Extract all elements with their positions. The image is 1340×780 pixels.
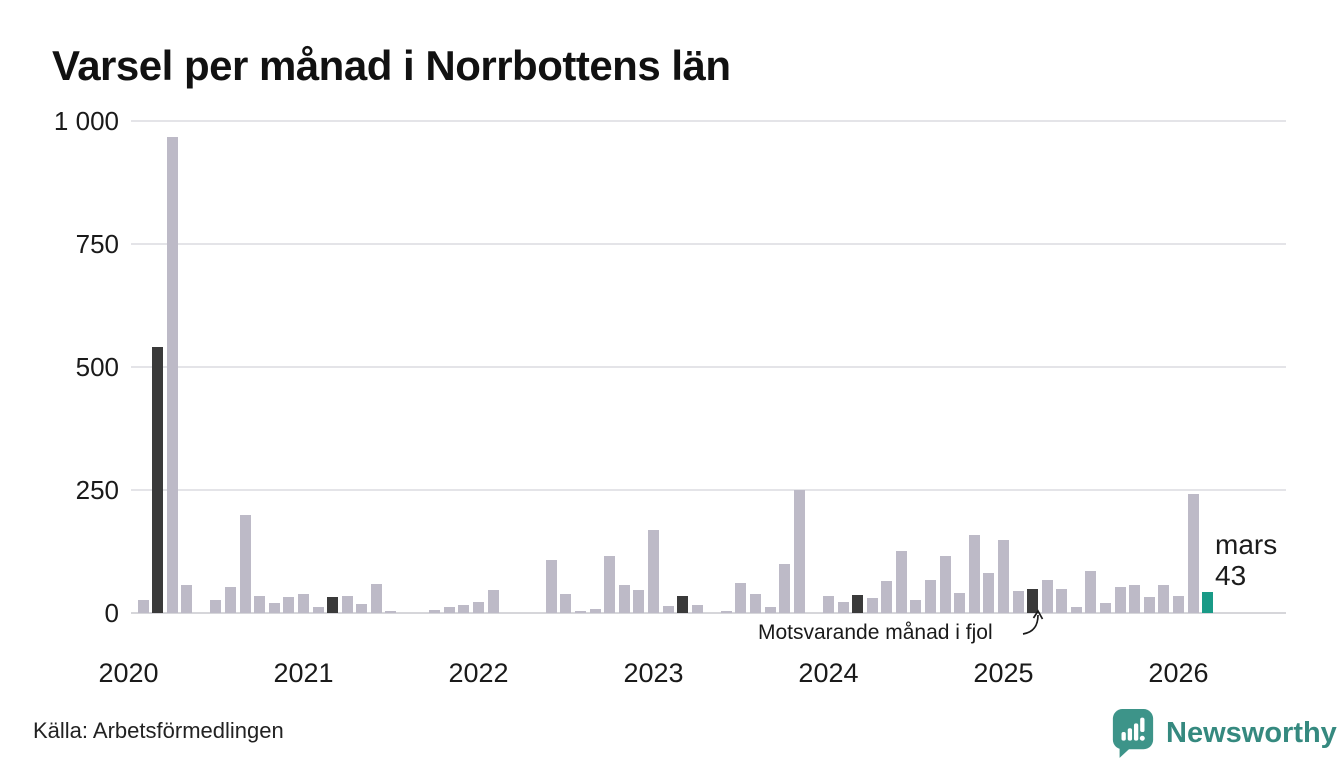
bar-same-month-2025-mars [1027, 589, 1039, 613]
bar-2024-maj [881, 581, 893, 613]
bar-2023-april [691, 605, 703, 613]
gridline [131, 489, 1286, 491]
newsworthy-bubble-chart-icon [1112, 709, 1154, 758]
bar-2020-maj [181, 585, 193, 613]
bar-2020-nov [268, 603, 280, 613]
bar-2025-okt [1129, 585, 1141, 613]
bar-2020-aug [225, 587, 237, 613]
bar-2026-jan [1172, 596, 1184, 613]
bar-2022-feb [487, 590, 499, 613]
bar-2022-okt [604, 556, 616, 613]
bar-2023-aug [750, 594, 762, 613]
bar-2021-nov [443, 607, 455, 613]
bar-same-month-2021-mars [327, 597, 339, 613]
bar-2020-feb [137, 600, 149, 613]
bar-same-month-2023-mars [677, 596, 689, 613]
bar-2022-jan [472, 602, 484, 613]
bar-2021-feb [312, 607, 324, 613]
bar-2023-juli [735, 583, 747, 613]
gridline [131, 243, 1286, 245]
bar-2022-sep [589, 609, 601, 613]
bar-2021-okt [429, 610, 441, 613]
bar-latest-2026-mars [1202, 592, 1214, 613]
bar-2023-nov [793, 490, 805, 613]
bar-2022-aug [575, 611, 587, 613]
bar-2025-nov [1143, 597, 1155, 613]
x-axis-year-label-2024: 2024 [798, 658, 859, 688]
bar-2020-april [166, 137, 178, 613]
y-axis-tick-label: 750 [75, 229, 119, 259]
bar-2024-dec [983, 573, 995, 613]
bar-2020-juli [210, 600, 222, 613]
bar-2022-juni [545, 560, 557, 613]
bar-2025-jan [997, 540, 1009, 613]
bar-2022-juli [560, 594, 572, 613]
x-axis-line [131, 612, 1286, 614]
bar-2020-sep [239, 515, 251, 613]
annotation-arrow-icon [1022, 609, 1044, 635]
y-axis-tick-label: 0 [104, 598, 119, 628]
bar-2025-sep [1114, 587, 1126, 613]
bar-2022-dec [633, 590, 645, 613]
y-axis-tick-label: 250 [75, 475, 119, 505]
bar-2021-juli [385, 611, 397, 613]
bar-2021-april [341, 596, 353, 613]
annotation-same-month-last-year: Motsvarande månad i fjol [758, 621, 993, 644]
bar-2021-maj [356, 604, 368, 613]
bar-2023-okt [779, 564, 791, 613]
newsworthy-logo-link[interactable]: Newsworthy [1110, 708, 1337, 758]
bar-2024-jan [822, 596, 834, 613]
bar-2024-nov [968, 535, 980, 613]
newsworthy-wordmark: Newsworthy [1166, 716, 1337, 749]
source-caption: Källa: Arbetsförmedlingen [33, 718, 284, 743]
bar-2020-okt [254, 596, 266, 613]
bar-2021-dec [458, 605, 470, 613]
bar-2024-juli [910, 600, 922, 613]
x-axis-year-label-2022: 2022 [448, 658, 509, 688]
bar-same-month-2024-mars [852, 595, 864, 613]
x-axis-year-label-2020: 2020 [98, 658, 159, 688]
bar-2025-aug [1100, 603, 1112, 613]
bar-2024-juni [895, 551, 907, 613]
bar-2025-april [1041, 580, 1053, 613]
bar-2020-dec [283, 597, 295, 613]
bar-2023-jan [647, 530, 659, 613]
bar-2024-sep [939, 556, 951, 613]
bar-2025-juli [1085, 571, 1097, 613]
bar-same-month-2020-mars [152, 347, 164, 613]
y-axis-tick-label: 500 [75, 352, 119, 382]
bar-2024-feb [837, 602, 849, 613]
x-axis-year-label-2021: 2021 [273, 658, 334, 688]
bar-2023-sep [764, 607, 776, 613]
chart-title: Varsel per månad i Norrbottens län [52, 42, 731, 89]
bar-2023-juni [720, 611, 732, 613]
bar-2025-juni [1070, 607, 1082, 613]
bar-2026-feb [1187, 494, 1199, 613]
bar-2024-okt [954, 593, 966, 613]
bar-2021-jan [297, 594, 309, 613]
x-axis-year-label-2023: 2023 [623, 658, 684, 688]
bar-2025-feb [1012, 591, 1024, 613]
bar-2025-dec [1158, 585, 1170, 613]
x-axis-year-label-2025: 2025 [973, 658, 1034, 688]
gridline [131, 366, 1286, 368]
latest-value: 43 [1215, 560, 1247, 591]
bar-2021-juni [370, 584, 382, 613]
bar-2024-aug [925, 580, 937, 613]
bar-2023-feb [662, 606, 674, 613]
latest-value-label: mars 43 [1215, 529, 1277, 591]
bar-2022-nov [618, 585, 630, 613]
bar-2025-maj [1056, 589, 1068, 613]
x-axis-year-label-2026: 2026 [1148, 658, 1209, 688]
gridline [131, 120, 1286, 122]
bar-2024-april [866, 598, 878, 613]
y-axis-tick-label: 1 000 [53, 106, 119, 136]
latest-month-name: mars [1215, 529, 1278, 560]
